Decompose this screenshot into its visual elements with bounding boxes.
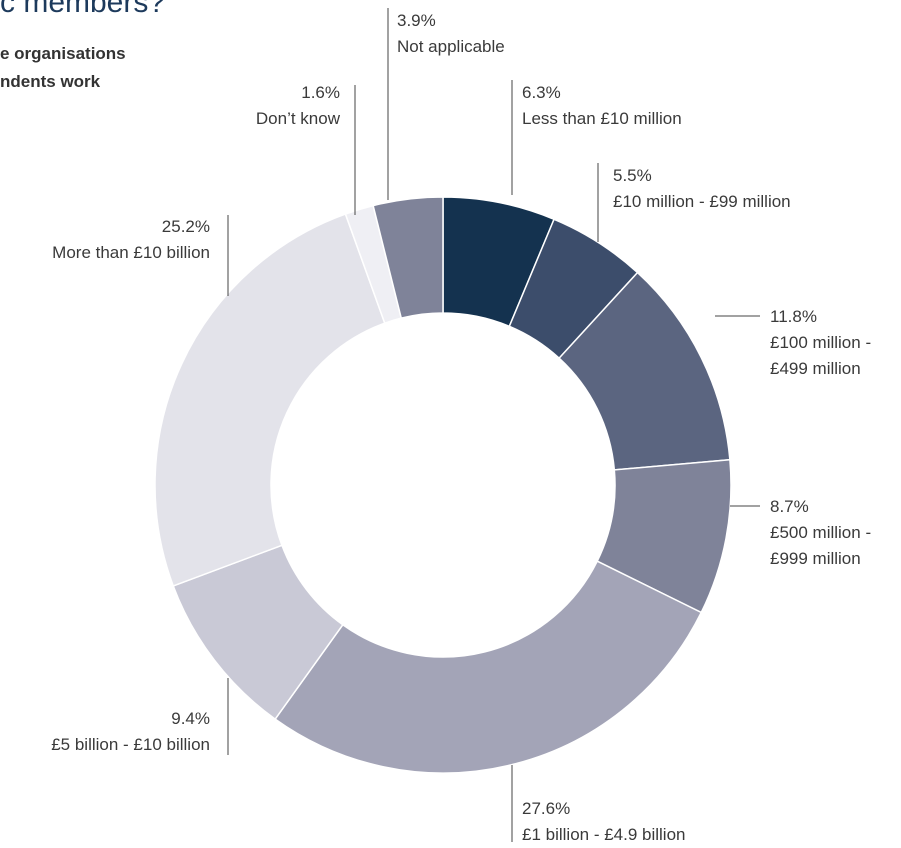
subtitle: ndents work — [0, 72, 101, 91]
value-label: 25.2% — [161, 217, 210, 236]
value-label: 5.5% — [613, 166, 652, 185]
category-label: More than £10 billion — [52, 243, 210, 262]
value-label: 9.4% — [171, 709, 210, 728]
value-label: 8.7% — [770, 497, 809, 516]
value-label: 6.3% — [522, 83, 561, 102]
category-label: £1 billion - £4.9 billion — [522, 825, 686, 844]
category-label: £500 million - £999 million — [770, 523, 872, 568]
chart-title: c members? — [0, 0, 166, 19]
value-label: 1.6% — [301, 83, 340, 102]
subtitle: e organisations — [0, 44, 126, 63]
donut-segment — [274, 560, 703, 774]
donut-segment — [154, 213, 386, 587]
category-label: £10 million - £99 million — [613, 192, 791, 211]
category-label: Don’t know — [255, 109, 340, 128]
donut-segment — [372, 196, 444, 320]
category-label: £100 million - £499 million — [770, 333, 872, 378]
value-label: 3.9% — [397, 11, 436, 30]
value-label: 27.6% — [522, 799, 571, 818]
value-label: 11.8% — [770, 307, 817, 326]
category-label: Less than £10 million — [522, 109, 682, 128]
category-label: £5 billion - £10 billion — [51, 735, 210, 754]
category-label: Not applicable — [397, 37, 505, 56]
